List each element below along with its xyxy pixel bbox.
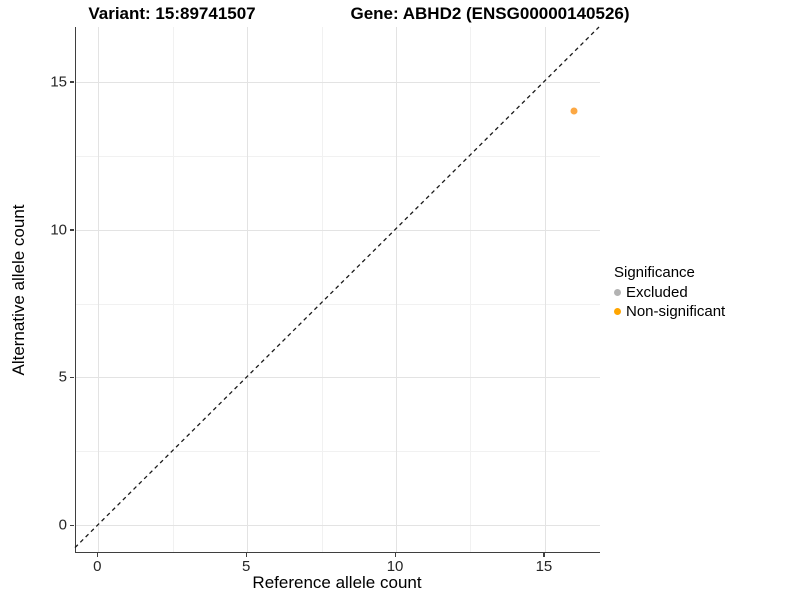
y-tick-label: 5: [58, 368, 67, 386]
plot-title-variant: Variant: 15:89741507: [88, 4, 256, 23]
x-axis-title: Reference allele count: [252, 573, 422, 592]
minor-gridline-x: [470, 27, 472, 552]
y-axis-title: Alternative allele count: [9, 204, 28, 376]
y-tick-mark: [70, 524, 74, 527]
plot-title-gene: Gene: ABHD2 (ENSG00000140526): [350, 4, 630, 23]
non-significant-point-icon: [614, 308, 621, 315]
y-tick-label: 0: [58, 516, 67, 534]
legend: Significance Excluded Non-significant: [614, 263, 725, 321]
minor-gridline-y: [76, 303, 600, 305]
y-tick-mark: [70, 229, 74, 231]
major-gridline-x: [247, 27, 249, 552]
legend-item-excluded: Excluded: [614, 283, 725, 302]
legend-item-label: Non-significant: [626, 303, 726, 320]
legend-item-non-significant: Non-significant: [614, 302, 725, 321]
x-tick-mark: [245, 553, 248, 557]
major-gridline-y: [76, 81, 600, 83]
legend-title: Significance: [614, 264, 695, 281]
major-gridline-y: [76, 525, 600, 527]
plot-panel: [75, 27, 600, 553]
minor-gridline-x: [172, 27, 174, 552]
major-gridline-x: [396, 27, 398, 552]
y-tick-label: 10: [50, 221, 67, 239]
x-tick-label: 0: [93, 558, 102, 575]
minor-gridline-x: [321, 27, 323, 552]
x-tick-mark: [543, 553, 545, 557]
excluded-point-icon: [614, 289, 621, 296]
major-gridline-y: [76, 229, 600, 231]
x-tick-label: 15: [535, 558, 553, 575]
major-gridline-y: [76, 377, 600, 379]
legend-item-label: Excluded: [626, 284, 688, 301]
major-gridline-x: [544, 27, 546, 552]
data-point-non-significant: [570, 107, 578, 115]
y-tick-mark: [70, 376, 74, 379]
minor-gridline-y: [76, 155, 600, 157]
minor-gridline-y: [76, 451, 600, 453]
x-tick-mark: [394, 553, 397, 557]
y-tick-label: 15: [50, 73, 67, 91]
x-tick-mark: [96, 553, 99, 557]
x-tick-label: 10: [386, 558, 404, 575]
major-gridline-x: [98, 27, 100, 552]
y-tick-mark: [70, 81, 74, 83]
x-tick-label: 5: [242, 558, 251, 575]
